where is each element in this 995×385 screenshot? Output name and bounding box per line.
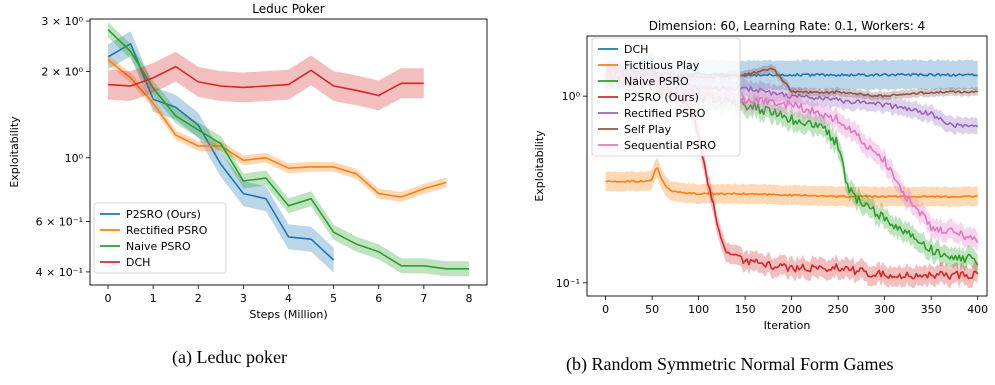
x-tick-label: 0 <box>602 303 609 316</box>
x-tick-label: 150 <box>735 303 756 316</box>
x-tick-label: 5 <box>330 292 337 305</box>
chart-leduc-poker: Leduc Poker Exploitability Steps (Million)… <box>8 2 488 321</box>
legend-label-sequential-psro: Sequential PSRO <box>624 139 716 152</box>
y-axis-label: Exploitability <box>533 130 546 202</box>
x-tick-label: 100 <box>688 303 709 316</box>
band-naive-psro <box>605 64 978 275</box>
x-tick-label: 3 <box>240 292 247 305</box>
legend-label-rectified-psro: Rectified PSRO <box>624 107 706 120</box>
legend-frame <box>591 37 741 157</box>
plot-frame <box>586 35 988 297</box>
x-tick-label: 0 <box>105 292 112 305</box>
x-tick-label: 250 <box>828 303 849 316</box>
band-dch <box>108 51 424 111</box>
x-tick-label: 8 <box>465 292 472 305</box>
legend-label-self-play: Self Play <box>624 123 672 136</box>
band-rectified-psro <box>605 59 978 136</box>
line-rectified-psro <box>107 59 447 198</box>
x-tick-label: 4 <box>285 292 292 305</box>
chart-title: Leduc Poker <box>252 2 325 16</box>
x-axis-label: Iteration <box>764 319 811 332</box>
legend: P2SRO (Ours) Rectified PSRO Naive PSRO DCH <box>93 202 227 274</box>
x-tick-label: 7 <box>420 292 427 305</box>
y-tick-label: 3 × 10⁰ <box>41 15 83 28</box>
x-tick-label: 350 <box>921 303 942 316</box>
legend-frame <box>93 202 227 274</box>
caption-b: (b) Random Symmetric Normal Form Games <box>566 354 894 374</box>
x-tick-label: 400 <box>967 303 988 316</box>
plot-frame <box>89 18 488 286</box>
y-tick-label: 10⁰ <box>562 90 581 103</box>
x-tick-label: 300 <box>874 303 895 316</box>
band-fictitious-play <box>605 158 978 207</box>
y-tick-label: 4 × 10⁻¹ <box>36 266 83 279</box>
legend-label-naive-psro: Naive PSRO <box>624 75 689 88</box>
line-naive-psro <box>107 29 469 270</box>
band-self-play <box>605 64 978 101</box>
chart-random-normal-form: Dimension: 60, Learning Rate: 0.1, Worke… <box>533 19 988 332</box>
legend-label-p2sro-ours: P2SRO (Ours) <box>126 208 201 221</box>
y-tick-label: 10⁰ <box>65 152 84 165</box>
x-tick-label: 1 <box>150 292 157 305</box>
plot-area <box>107 22 469 277</box>
legend: DCH Fictitious Play Naive PSRO P2SRO (Ours)… <box>591 37 741 157</box>
legend-label-naive-psro: Naive PSRO <box>126 240 191 253</box>
y-tick-label: 2 × 10⁰ <box>41 66 83 79</box>
band-p2sro-ours <box>108 31 334 273</box>
line-fictitious-play <box>605 167 978 199</box>
x-axis-label: Steps (Million) <box>249 308 327 321</box>
y-tick-label: 10⁻¹ <box>556 277 580 290</box>
x-tick-label: 2 <box>195 292 202 305</box>
caption-a: (a) Leduc poker <box>172 347 287 367</box>
x-tick-label: 50 <box>645 303 659 316</box>
chart-title: Dimension: 60, Learning Rate: 0.1, Worke… <box>649 19 926 33</box>
legend-label-rectified-psro: Rectified PSRO <box>126 224 208 237</box>
legend-label-dch: DCH <box>624 43 648 56</box>
legend-label-fictitious-play: Fictitious Play <box>624 59 700 72</box>
y-tick-label: 6 × 10⁻¹ <box>36 215 83 228</box>
legend-label-dch: DCH <box>126 256 150 269</box>
line-dch <box>107 65 424 97</box>
legend-label-p2sro-ours: P2SRO (Ours) <box>624 91 699 104</box>
x-tick-label: 200 <box>781 303 802 316</box>
x-tick-label: 6 <box>375 292 382 305</box>
y-axis-label: Exploitability <box>8 116 21 188</box>
